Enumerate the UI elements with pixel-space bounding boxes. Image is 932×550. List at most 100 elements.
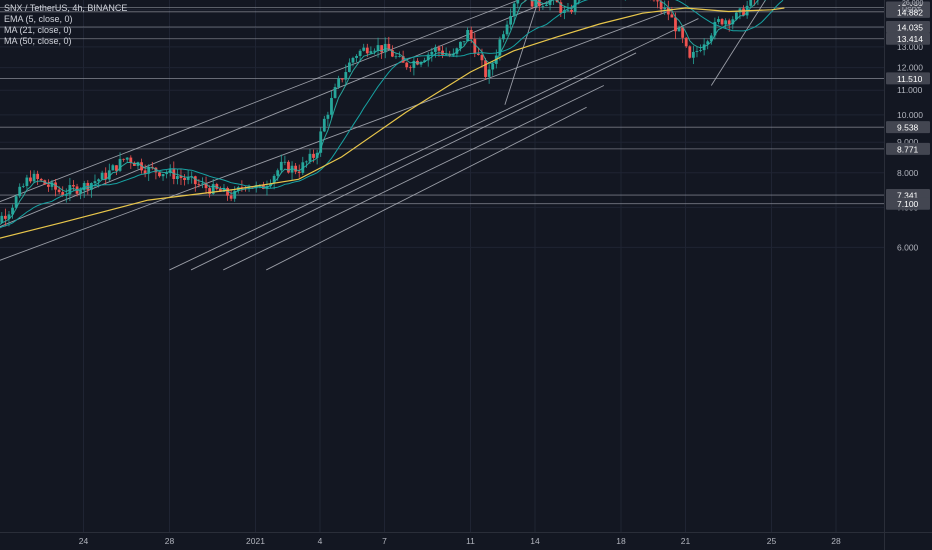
trendline[interactable]	[0, 9, 673, 268]
trendline[interactable]	[0, 0, 630, 235]
candle-up	[201, 183, 204, 185]
candle-down	[742, 8, 745, 16]
price-tick-label: 9.000	[897, 137, 919, 147]
price-tick-label: 12.000	[897, 63, 923, 73]
candle-up	[118, 158, 122, 171]
indicator-ema5[interactable]: EMA (5, close, 0)	[4, 14, 73, 24]
candle-up	[573, 0, 577, 12]
candle-up	[337, 78, 341, 88]
candle-up	[695, 50, 699, 52]
time-tick-label: 21	[681, 536, 691, 546]
ema5-line	[0, 0, 760, 226]
candle-up	[541, 6, 545, 7]
level-label: 14.882	[897, 7, 923, 17]
candle-up	[304, 161, 308, 163]
price-tick-label: 10.000	[897, 110, 923, 120]
candle-up	[111, 165, 115, 171]
candle-down	[401, 56, 405, 63]
candle-down	[387, 43, 391, 51]
time-tick-label: 28	[165, 536, 175, 546]
candle-up	[100, 172, 104, 180]
time-tick-label: 14	[530, 536, 540, 546]
trendline[interactable]	[504, 0, 546, 105]
candle-down	[670, 14, 674, 18]
candle-up	[64, 194, 68, 196]
candle-down	[570, 9, 573, 12]
candle-up	[749, 0, 753, 6]
candle-up	[269, 183, 272, 187]
time-tick-label: 18	[616, 536, 626, 546]
candle-up	[79, 190, 83, 194]
price-axis[interactable]: 6.0007.0008.0009.00010.00011.00012.00013…	[884, 0, 931, 550]
symbol-title[interactable]: SNX / TetherUS, 4h, BINANCE	[4, 3, 128, 13]
candle-down	[36, 173, 40, 179]
candle-down	[666, 7, 670, 15]
candle-down	[61, 192, 65, 196]
candle-up	[315, 152, 319, 158]
level-label: 11.510	[897, 74, 923, 84]
candle-up	[430, 51, 434, 55]
time-axis[interactable]: 24 28 2021 4 7 11 14 18 21 25 28	[0, 532, 932, 547]
level-label: 13.414	[897, 34, 923, 44]
candle-up	[330, 97, 333, 115]
candle-down	[104, 172, 108, 180]
trendlines[interactable]	[0, 0, 845, 271]
candle-up	[355, 55, 358, 58]
candle-up	[702, 44, 706, 51]
candle-down	[132, 162, 136, 166]
trendline[interactable]	[190, 52, 637, 271]
candle-up	[713, 21, 717, 36]
candle-down	[559, 2, 563, 14]
level-label-bg	[886, 142, 930, 155]
candle-up	[276, 170, 280, 176]
level-label: 8.771	[897, 144, 919, 154]
candle-up	[717, 19, 720, 22]
candle-up	[0, 215, 4, 223]
trendline[interactable]	[223, 85, 604, 271]
level-label-bg	[886, 197, 930, 210]
candle-down	[229, 195, 233, 199]
candle-up	[18, 186, 22, 197]
trendline[interactable]	[169, 18, 699, 271]
candle-down	[46, 184, 50, 187]
candle-down	[659, 1, 663, 10]
axis-unit-label: USDT	[902, 7, 922, 14]
candle-down	[405, 62, 409, 68]
trendline[interactable]	[0, 0, 630, 209]
candle-up	[412, 60, 416, 68]
indicator-ma50[interactable]: MA (50, close, 0)	[4, 36, 72, 46]
candle-up	[344, 72, 348, 80]
candle-up	[347, 62, 351, 73]
trendline[interactable]	[710, 0, 844, 86]
candle-up	[333, 87, 337, 98]
candle-up	[125, 157, 129, 160]
candle-up	[322, 118, 326, 132]
candle-up	[107, 170, 111, 180]
candle-up	[699, 50, 702, 51]
candle-down	[380, 45, 384, 53]
candle-down	[297, 171, 301, 173]
level-label-bg	[886, 21, 930, 34]
axis-unit: 26.000 USDT	[902, 0, 923, 14]
candle-up	[136, 162, 140, 166]
candle-up	[211, 184, 215, 194]
candle-up	[373, 50, 376, 52]
candle-up	[545, 4, 548, 7]
price-tick-label: 6.000	[897, 242, 919, 252]
candle-down	[183, 177, 186, 180]
candle-up	[502, 34, 505, 40]
candle-down	[656, 0, 659, 2]
time-tick-label: 2021	[246, 536, 265, 546]
price-tick-label: 8.000	[897, 168, 919, 178]
candle-down	[340, 78, 344, 80]
candle-up	[358, 50, 362, 56]
trendline[interactable]	[266, 106, 587, 271]
candle-up	[82, 182, 86, 191]
indicator-ma21[interactable]: MA (21, close, 0)	[4, 25, 72, 35]
candle-down	[226, 187, 229, 196]
candle-down	[674, 17, 677, 32]
candle-up	[165, 173, 169, 175]
grid	[0, 0, 884, 532]
